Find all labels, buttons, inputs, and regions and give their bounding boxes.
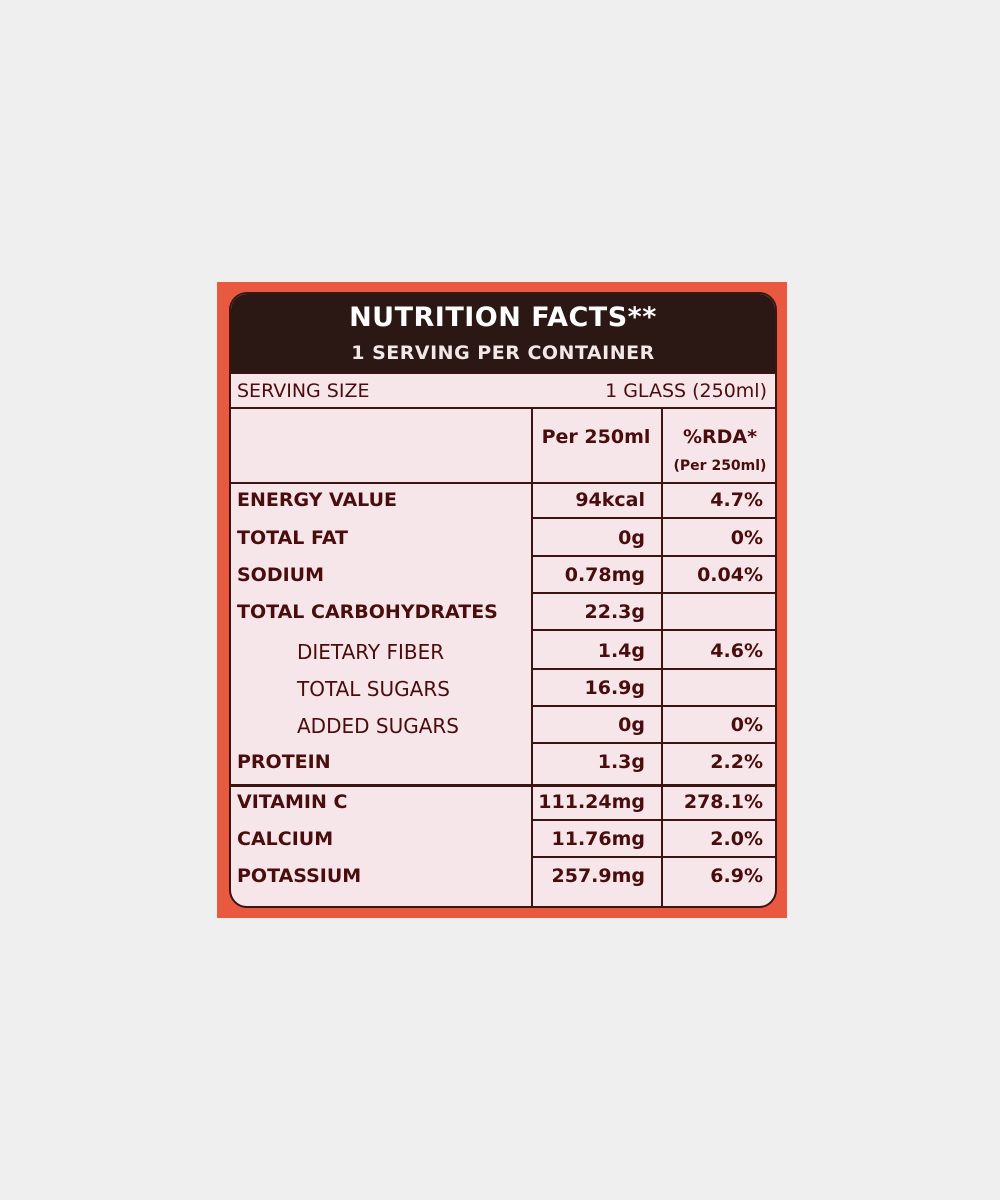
divider xyxy=(661,407,663,906)
divider xyxy=(531,819,775,821)
amount: 0g xyxy=(618,714,645,736)
amount: 0g xyxy=(618,527,645,549)
nutrient-name: SODIUM xyxy=(237,564,325,586)
amount: 0.78mg xyxy=(564,564,645,586)
divider xyxy=(231,784,775,787)
amount: 11.76mg xyxy=(551,828,646,850)
subtitle: 1 SERVING PER CONTAINER xyxy=(351,342,655,364)
serving-value: 1 GLASS (250ml) xyxy=(605,380,767,402)
label-panel: NUTRITION FACTS** 1 SERVING PER CONTAINE… xyxy=(229,292,777,908)
rda: 4.7% xyxy=(710,489,763,511)
column-header: %RDA* xyxy=(682,426,758,448)
divider xyxy=(231,407,775,409)
amount: 111.24mg xyxy=(538,791,645,813)
column-subheader: (Per 250ml) xyxy=(673,458,767,474)
header: NUTRITION FACTS** 1 SERVING PER CONTAINE… xyxy=(231,294,775,372)
rda: 0% xyxy=(730,714,763,736)
divider xyxy=(531,742,775,744)
nutrient-name: ENERGY VALUE xyxy=(237,489,397,511)
nutrient-name: VITAMIN C xyxy=(237,791,348,813)
column-header: Per 250ml xyxy=(541,426,651,448)
nutrient-name: PROTEIN xyxy=(237,751,331,773)
nutrient-name: TOTAL FAT xyxy=(237,527,349,549)
nutrient-name: DIETARY FIBER xyxy=(297,640,445,664)
divider xyxy=(531,517,775,519)
nutrient-name: POTASSIUM xyxy=(237,865,362,887)
divider xyxy=(531,668,775,670)
nutrient-name: ADDED SUGARS xyxy=(297,714,459,738)
amount: 257.9mg xyxy=(551,865,646,887)
title: NUTRITION FACTS** xyxy=(349,302,657,333)
serving-label: SERVING SIZE xyxy=(237,380,370,402)
nutrient-name: TOTAL CARBOHYDRATES xyxy=(237,601,498,623)
rda: 4.6% xyxy=(710,640,763,662)
rda: 2.0% xyxy=(710,828,763,850)
divider xyxy=(531,555,775,557)
nutrient-name: CALCIUM xyxy=(237,828,334,850)
divider xyxy=(231,482,775,484)
amount: 16.9g xyxy=(584,677,645,699)
label: NUTRITION FACTS** 1 SERVING PER CONTAINE… xyxy=(217,282,787,918)
amount: 1.4g xyxy=(597,640,645,662)
divider xyxy=(531,629,775,631)
amount: 1.3g xyxy=(597,751,645,773)
rda: 2.2% xyxy=(710,751,763,773)
divider xyxy=(531,592,775,594)
rda: 278.1% xyxy=(683,791,763,813)
rda: 6.9% xyxy=(710,865,763,887)
divider xyxy=(531,705,775,707)
nutrient-name: TOTAL SUGARS xyxy=(297,677,450,701)
rda: 0% xyxy=(730,527,763,549)
divider xyxy=(231,372,775,374)
divider xyxy=(531,856,775,858)
rda: 0.04% xyxy=(697,564,763,586)
divider xyxy=(531,407,533,906)
amount: 94kcal xyxy=(575,489,645,511)
amount: 22.3g xyxy=(584,601,645,623)
